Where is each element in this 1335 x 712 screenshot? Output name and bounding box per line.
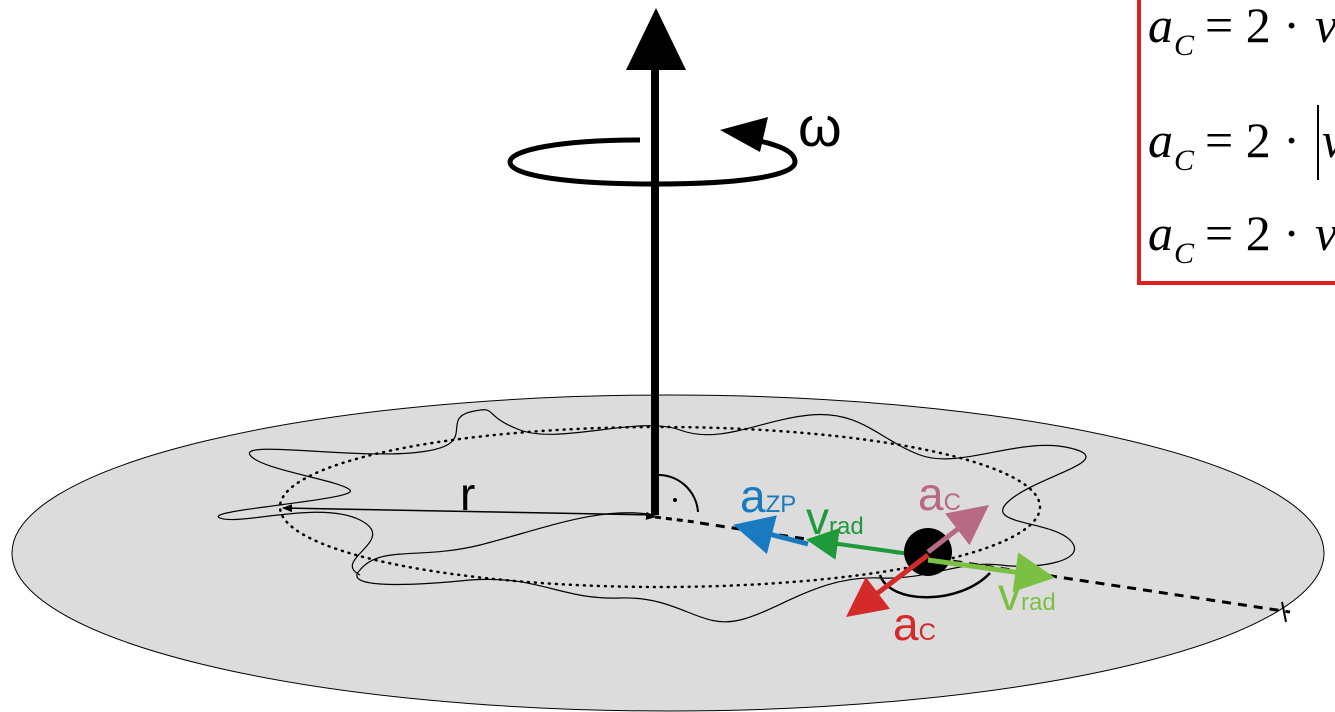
formula: a C = 2 · v <box>1148 105 1335 180</box>
dotted-circle <box>278 425 1042 589</box>
subscript: C <box>944 489 961 516</box>
lhs: a <box>1148 112 1173 168</box>
angle-mark <box>654 473 699 513</box>
formula-box <box>1137 0 1335 285</box>
radius-line <box>282 504 656 516</box>
disk <box>11 394 1325 712</box>
vector-label: aC <box>918 468 961 520</box>
v-rad-vector <box>927 552 1055 592</box>
vector-label: vrad <box>998 568 1056 620</box>
formula: a C = 2 · v <box>1148 0 1335 62</box>
subscript: C <box>1174 29 1195 62</box>
trajectory <box>217 409 1087 623</box>
lhs: a <box>1148 205 1173 261</box>
symbol: a <box>740 470 766 522</box>
radius-label: r <box>460 468 475 520</box>
a-c-vector <box>846 553 930 618</box>
a-c-vector <box>926 504 989 554</box>
term: v <box>1315 205 1335 261</box>
subscript: C <box>1174 237 1195 270</box>
rotation-arrowhead <box>720 117 768 152</box>
omega-label: ω <box>798 95 842 158</box>
axis-arrowhead <box>626 8 686 70</box>
tick <box>1281 601 1287 623</box>
subscript: ZP <box>766 491 797 518</box>
radial-line <box>645 511 696 524</box>
radial-line <box>699 521 1291 614</box>
operator: = 2 · <box>1205 205 1300 261</box>
angle-dot <box>673 498 677 502</box>
vector-label: aC <box>893 598 936 650</box>
a-zp-vector <box>733 515 809 555</box>
term: v <box>1315 0 1335 53</box>
subscript: C <box>919 619 936 646</box>
symbol: a <box>918 468 944 520</box>
subscript: C <box>1174 144 1195 177</box>
formula: a C = 2 · v <box>1148 205 1335 270</box>
subscript: rad <box>1021 589 1056 616</box>
vector-label: aZP <box>740 470 796 522</box>
symbol: v <box>998 568 1021 620</box>
symbol: v <box>806 492 829 544</box>
vector-label: vrad <box>806 492 864 544</box>
operator: = 2 · <box>1205 0 1300 53</box>
subscript: rad <box>829 513 864 540</box>
term: v <box>1322 112 1335 168</box>
lhs: a <box>1148 0 1173 53</box>
v-rad-vector <box>806 528 911 560</box>
symbol: a <box>893 598 919 650</box>
rotation-arrow <box>507 137 798 187</box>
operator: = 2 · <box>1205 112 1300 168</box>
